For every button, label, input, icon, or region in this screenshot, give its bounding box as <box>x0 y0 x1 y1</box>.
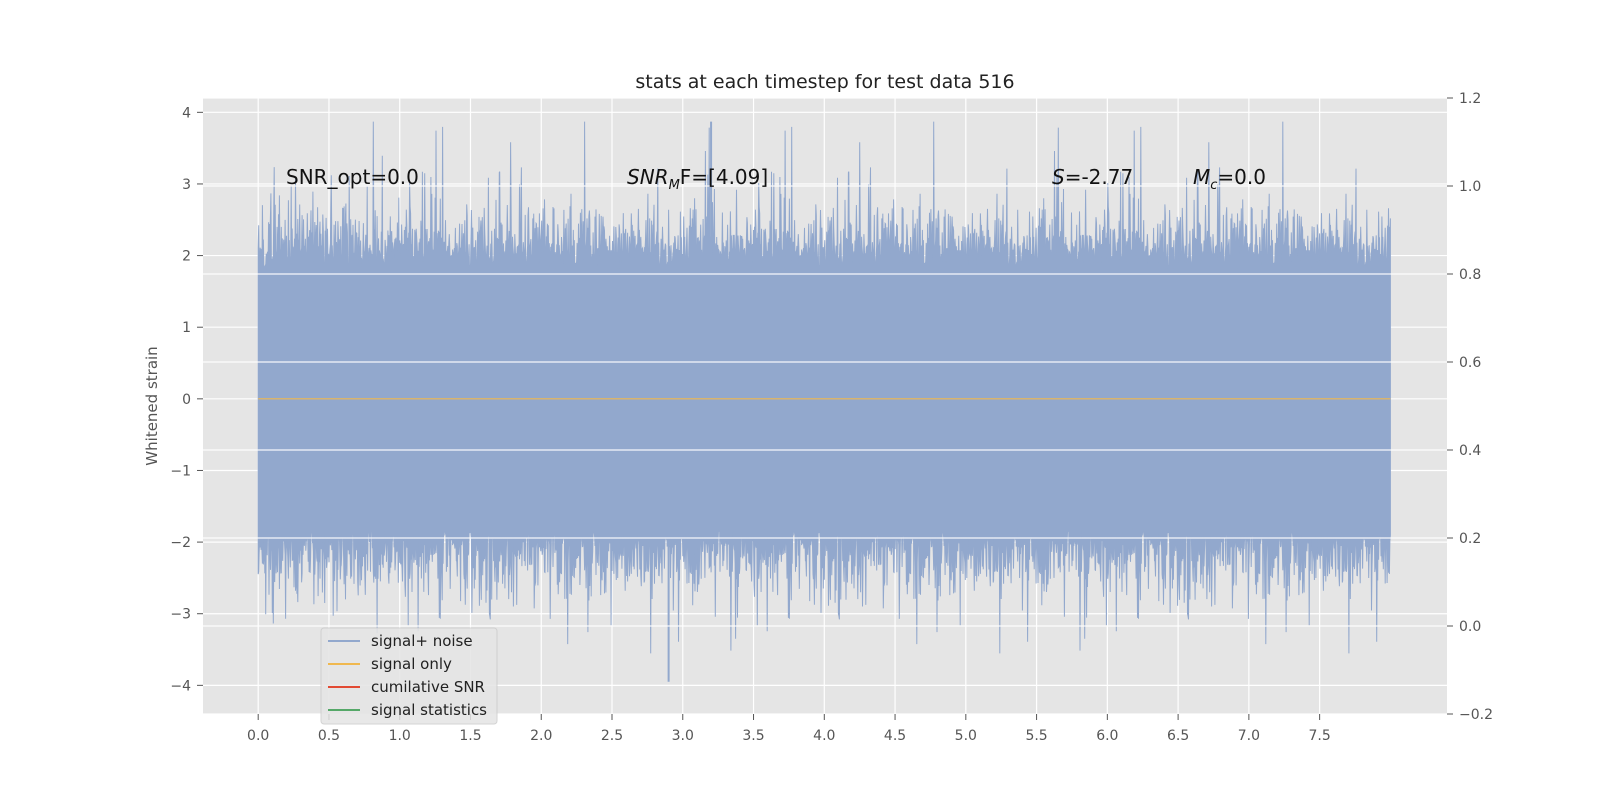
x-tick-label: 4.0 <box>813 728 835 744</box>
x-tick-label: 5.0 <box>955 728 977 744</box>
y-tick-label: 1 <box>182 320 191 336</box>
x-tick-label: 1.5 <box>459 728 481 744</box>
y-tick-label: −4 <box>170 678 191 694</box>
x-tick-label: 5.5 <box>1025 728 1047 744</box>
y-tick-label: 3 <box>182 177 191 193</box>
legend-label-signal-noise: signal+ noise <box>371 632 473 650</box>
x-tick-label: 2.5 <box>601 728 623 744</box>
legend-label-cumulative-snr: cumilative SNR <box>371 678 485 696</box>
y-axis-label: Whitened strain <box>143 346 161 465</box>
y2-tick-label: 0.2 <box>1459 531 1481 547</box>
y2-tick-label: 0.8 <box>1459 267 1481 283</box>
legend-label-signal-only: signal only <box>371 655 452 673</box>
y2-tick-label: 0.4 <box>1459 443 1481 459</box>
annotation-mc: Mc=0.0 <box>1193 165 1266 193</box>
x-tick-label: 7.0 <box>1238 728 1260 744</box>
x-tick-label: 7.5 <box>1308 728 1330 744</box>
y-tick-label: −1 <box>170 463 191 479</box>
y2-tick-label: 1.0 <box>1459 179 1481 195</box>
x-tick-label: 6.5 <box>1167 728 1189 744</box>
x-tick-label: 0.5 <box>318 728 340 744</box>
y-tick-label: 0 <box>182 392 191 408</box>
y2-axis: 1.2 1.0 0.8 0.6 0.4 0.2 0.0 −0.2 <box>1447 91 1493 723</box>
annotation-snr-mf: SNRMF=[4.09] <box>627 165 768 193</box>
x-tick-label: 0.0 <box>247 728 269 744</box>
x-tick-label: 4.5 <box>884 728 906 744</box>
x-axis: 0.0 0.5 1.0 1.5 2.0 2.5 3.0 3.5 4.0 4.5 5.0 5.5 6.0 6… <box>247 714 1331 744</box>
x-tick-label: 3.5 <box>742 728 764 744</box>
legend-label-signal-statistics: signal statistics <box>371 701 487 719</box>
y-tick-label: 4 <box>182 105 191 121</box>
x-tick-label: 6.0 <box>1096 728 1118 744</box>
y2-tick-label: 1.2 <box>1459 91 1481 107</box>
x-tick-label: 1.0 <box>389 728 411 744</box>
x-tick-label: 2.0 <box>530 728 552 744</box>
y-tick-label: −2 <box>170 535 191 551</box>
y2-tick-label: 0.0 <box>1459 619 1481 635</box>
chart-title: stats at each timestep for test data 516 <box>635 71 1014 93</box>
series-signal-noise <box>257 121 1391 654</box>
grid-overlay <box>203 97 1447 715</box>
annotation-s: S=-2.77 <box>1052 165 1133 189</box>
legend: signal+ noise signal only cumilative SNR… <box>320 627 498 725</box>
y-tick-label: −3 <box>170 607 191 623</box>
annotation-snr-opt: SNR_opt=0.0 <box>286 165 419 189</box>
y-axis: 4 3 2 1 0 −1 −2 −3 −4 <box>170 105 203 694</box>
y-tick-label: 2 <box>182 249 191 265</box>
y2-tick-label: 0.6 <box>1459 355 1481 371</box>
x-tick-label: 3.0 <box>672 728 694 744</box>
legend-box <box>320 627 498 725</box>
y2-tick-label: −0.2 <box>1459 707 1493 723</box>
